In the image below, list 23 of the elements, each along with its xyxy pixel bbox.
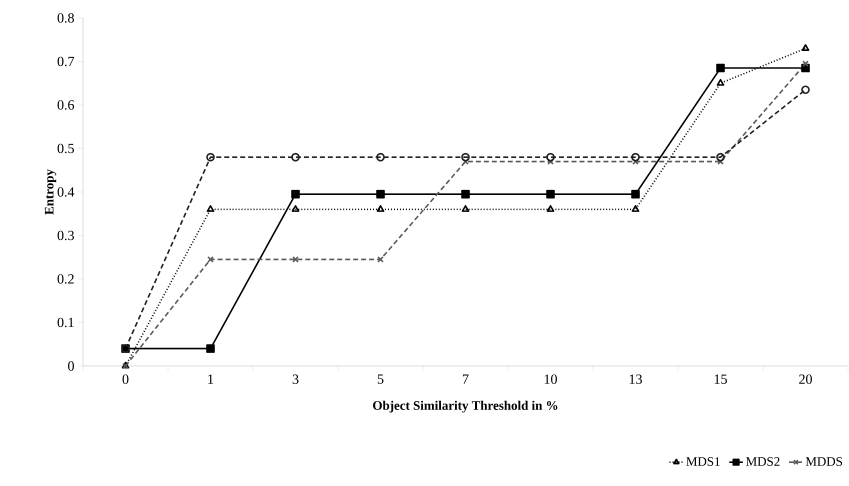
x-tick-label: 5 xyxy=(378,374,384,384)
y-tick-label: 0.2 xyxy=(58,274,74,284)
y-axis-title: Entropy xyxy=(44,169,56,215)
x-tick-label: 13 xyxy=(630,374,642,384)
legend-label: MDDS xyxy=(806,457,842,466)
y-tick-label: 0.6 xyxy=(58,100,74,110)
x-tick-label: 1 xyxy=(208,374,214,384)
x-tick-label: 7 xyxy=(462,374,469,384)
y-tick-label: 0.8 xyxy=(58,13,74,23)
y-tick-label: 0.1 xyxy=(58,318,74,328)
y-tick-label: 0 xyxy=(68,361,74,371)
x-tick-label: 10 xyxy=(544,374,557,384)
y-tick-label: 0.4 xyxy=(58,187,74,197)
x-tick-label: 15 xyxy=(714,374,727,384)
legend-label: MDS1 xyxy=(686,457,720,466)
y-tick-label: 0.5 xyxy=(58,144,74,154)
y-tick-label: 0.3 xyxy=(58,230,74,240)
x-tick-label: 3 xyxy=(292,374,298,384)
x-axis-title: Object Similarity Threshold in % xyxy=(373,400,558,413)
x-tick-label: 20 xyxy=(799,374,812,384)
x-tick-label: 0 xyxy=(122,374,128,384)
y-tick-label: 0.7 xyxy=(58,56,74,66)
legend-label: MDS2 xyxy=(746,457,780,466)
